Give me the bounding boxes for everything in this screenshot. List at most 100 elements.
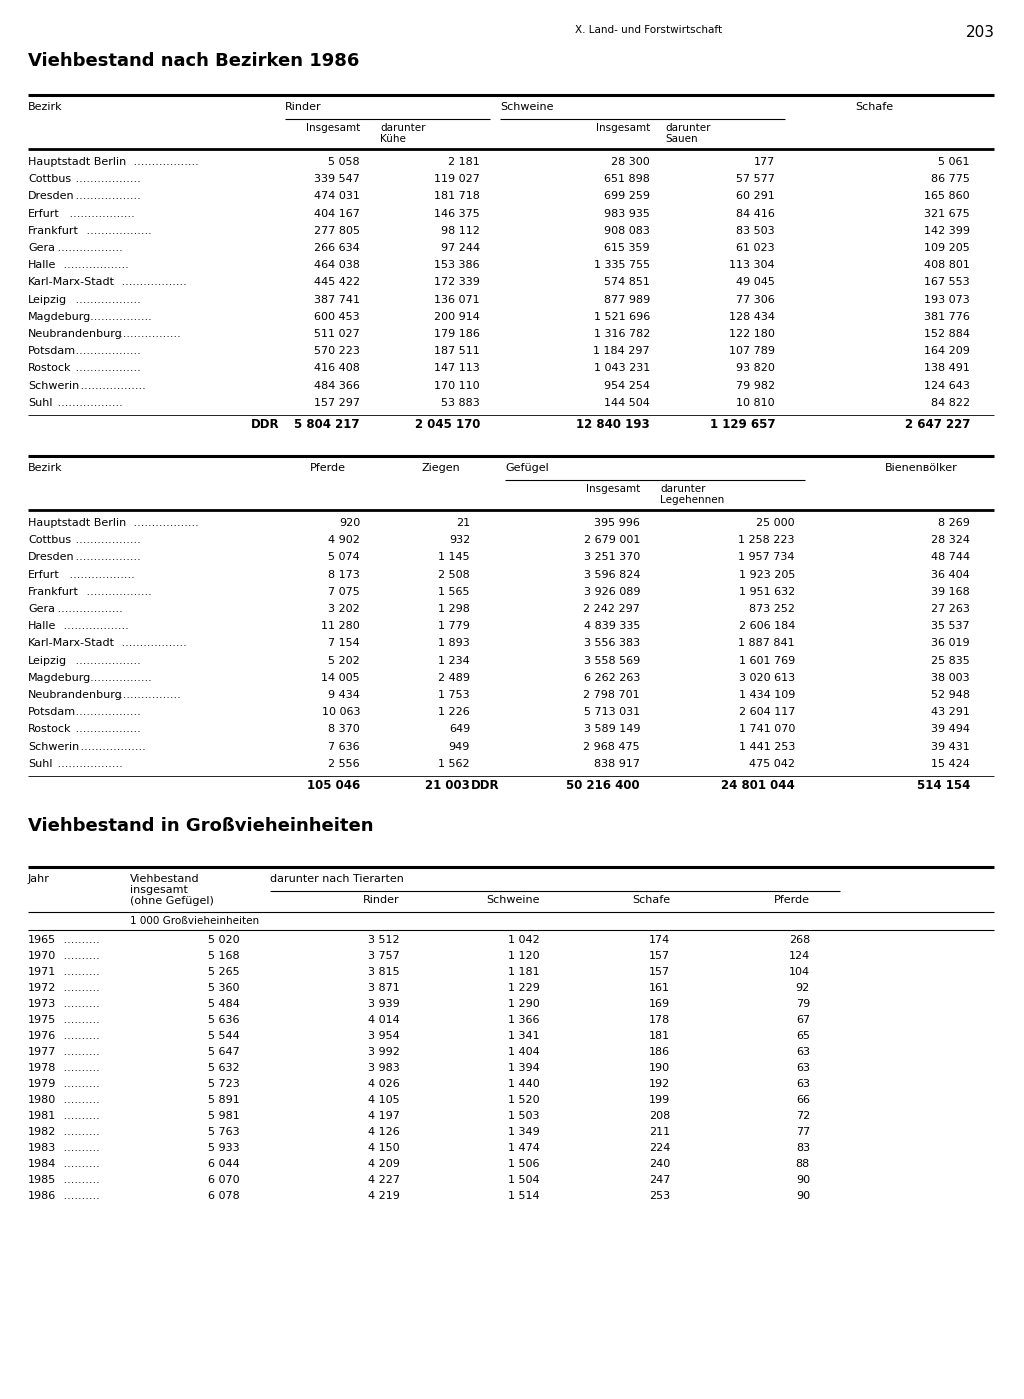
Text: 1975: 1975 [28,1016,56,1025]
Text: 1 145: 1 145 [438,553,470,562]
Text: 3 939: 3 939 [369,999,400,1009]
Text: ..................: .................. [72,656,140,666]
Text: Sauen: Sauen [665,134,697,144]
Text: 104: 104 [788,967,810,977]
Text: 1 000 Großvieheinheiten: 1 000 Großvieheinheiten [130,916,259,926]
Text: 15 424: 15 424 [931,758,970,769]
Text: 5 933: 5 933 [208,1143,240,1153]
Text: 105 046: 105 046 [307,779,360,792]
Text: 5 763: 5 763 [208,1128,240,1137]
Text: 174: 174 [649,935,670,944]
Text: Schafe: Schafe [855,102,893,112]
Text: ..................: .................. [83,225,152,236]
Text: 109 205: 109 205 [925,243,970,253]
Text: 949: 949 [449,741,470,751]
Text: Cottbus: Cottbus [28,175,71,185]
Text: ..................: .................. [66,208,134,218]
Text: Frankfurt: Frankfurt [28,586,79,597]
Text: 277 805: 277 805 [314,225,360,236]
Text: Bezirk: Bezirk [28,463,62,473]
Text: 4 026: 4 026 [369,1079,400,1088]
Text: 2 489: 2 489 [438,673,470,683]
Text: 144 504: 144 504 [604,397,650,407]
Text: 181: 181 [649,1031,670,1041]
Text: 90: 90 [796,1175,810,1185]
Text: ..................: .................. [130,518,199,527]
Text: 169: 169 [649,999,670,1009]
Text: 2 045 170: 2 045 170 [415,418,480,431]
Text: 1 129 657: 1 129 657 [710,418,775,431]
Text: Leipzig: Leipzig [28,656,68,666]
Text: Pferde: Pferde [310,463,346,473]
Text: 1 923 205: 1 923 205 [738,569,795,579]
Text: 4 219: 4 219 [368,1191,400,1200]
Text: 1 043 231: 1 043 231 [594,364,650,374]
Text: darunter: darunter [665,123,711,133]
Text: 3 251 370: 3 251 370 [584,553,640,562]
Text: 954 254: 954 254 [604,381,650,390]
Text: 1 893: 1 893 [438,638,470,648]
Text: 2 556: 2 556 [329,758,360,769]
Text: 1 298: 1 298 [438,604,470,614]
Text: 2 647 227: 2 647 227 [904,418,970,431]
Text: 161: 161 [649,983,670,993]
Text: 53 883: 53 883 [441,397,480,407]
Text: 1970: 1970 [28,951,56,961]
Text: 1 601 769: 1 601 769 [738,656,795,666]
Text: ..........: .......... [60,1095,99,1105]
Text: 574 851: 574 851 [604,277,650,287]
Text: 404 167: 404 167 [314,208,360,218]
Text: 464 038: 464 038 [314,260,360,270]
Text: 8 173: 8 173 [329,569,360,579]
Text: Bienenвölker: Bienenвölker [885,463,957,473]
Text: 1 181: 1 181 [508,967,540,977]
Text: Rostock: Rostock [28,364,72,374]
Text: Insgesamt: Insgesamt [596,123,650,133]
Text: 1 341: 1 341 [508,1031,540,1041]
Text: 83: 83 [796,1143,810,1153]
Text: 1 349: 1 349 [508,1128,540,1137]
Text: 1984: 1984 [28,1158,56,1170]
Text: Kühe: Kühe [380,134,406,144]
Text: 615 359: 615 359 [604,243,650,253]
Text: ..................: .................. [72,553,140,562]
Text: 1982: 1982 [28,1128,56,1137]
Text: Frankfurt: Frankfurt [28,225,79,236]
Text: 5 891: 5 891 [208,1095,240,1105]
Text: 5 804 217: 5 804 217 [295,418,360,431]
Text: 1 335 755: 1 335 755 [594,260,650,270]
Text: 1 258 223: 1 258 223 [738,536,795,546]
Text: 79 982: 79 982 [736,381,775,390]
Text: 4 105: 4 105 [369,1095,400,1105]
Text: 122 180: 122 180 [729,329,775,339]
Text: Erfurt: Erfurt [28,208,59,218]
Text: 84 416: 84 416 [736,208,775,218]
Text: 224: 224 [648,1143,670,1153]
Text: Insgesamt: Insgesamt [586,484,640,494]
Text: 77: 77 [796,1128,810,1137]
Text: 932: 932 [449,536,470,546]
Text: Gera: Gera [28,604,55,614]
Text: 253: 253 [649,1191,670,1200]
Text: 98 112: 98 112 [441,225,480,236]
Text: ..........: .......... [60,967,99,977]
Text: 1 316 782: 1 316 782 [594,329,650,339]
Text: Halle: Halle [28,260,56,270]
Text: ..........: .......... [60,935,99,944]
Text: ..................: .................. [54,243,123,253]
Text: 3 954: 3 954 [369,1031,400,1041]
Text: ..........: .......... [60,1175,99,1185]
Text: 203: 203 [966,25,995,41]
Text: Karl-Marx-Stadt: Karl-Marx-Stadt [28,638,115,648]
Text: 2 968 475: 2 968 475 [584,741,640,751]
Text: 3 596 824: 3 596 824 [584,569,640,579]
Text: 113 304: 113 304 [729,260,775,270]
Text: 5 360: 5 360 [209,983,240,993]
Text: 3 871: 3 871 [369,983,400,993]
Text: 167 553: 167 553 [925,277,970,287]
Text: Schweine: Schweine [486,895,540,905]
Text: 61 023: 61 023 [736,243,775,253]
Text: ..................: .................. [60,621,129,631]
Text: ..........: .......... [60,1158,99,1170]
Text: 24 801 044: 24 801 044 [721,779,795,792]
